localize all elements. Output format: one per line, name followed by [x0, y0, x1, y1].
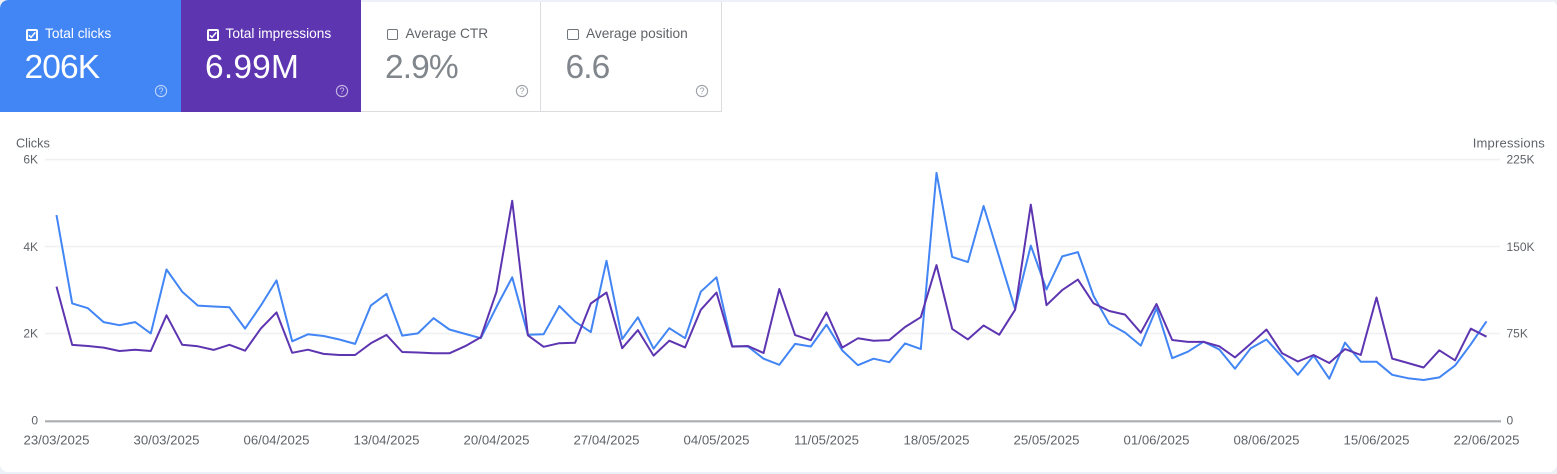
svg-text:04/05/2025: 04/05/2025: [683, 433, 749, 448]
svg-text:20/04/2025: 20/04/2025: [463, 433, 529, 448]
svg-text:6K: 6K: [23, 153, 38, 167]
svg-text:75K: 75K: [1507, 327, 1528, 341]
svg-text:Impressions: Impressions: [1473, 136, 1546, 151]
svg-text:0: 0: [1507, 414, 1514, 428]
svg-text:0: 0: [31, 414, 38, 428]
svg-text:13/04/2025: 13/04/2025: [353, 433, 419, 448]
svg-text:Clicks: Clicks: [16, 137, 50, 151]
svg-text:01/06/2025: 01/06/2025: [1123, 433, 1189, 448]
svg-text:25/05/2025: 25/05/2025: [1013, 433, 1079, 448]
svg-text:?: ?: [158, 86, 163, 96]
svg-text:18/05/2025: 18/05/2025: [903, 433, 969, 448]
svg-text:30/03/2025: 30/03/2025: [133, 433, 199, 448]
svg-text:22/06/2025: 22/06/2025: [1453, 433, 1519, 448]
svg-text:2K: 2K: [23, 327, 38, 341]
svg-text:?: ?: [519, 86, 524, 96]
svg-text:06/04/2025: 06/04/2025: [243, 433, 309, 448]
svg-text:27/04/2025: 27/04/2025: [573, 433, 639, 448]
svg-text:4K: 4K: [23, 240, 38, 254]
svg-text:150K: 150K: [1507, 240, 1535, 254]
svg-text:225K: 225K: [1507, 153, 1535, 167]
svg-text:?: ?: [699, 86, 704, 96]
svg-text:23/03/2025: 23/03/2025: [23, 433, 89, 448]
svg-text:15/06/2025: 15/06/2025: [1343, 433, 1409, 448]
svg-text:11/05/2025: 11/05/2025: [794, 433, 859, 448]
svg-text:08/06/2025: 08/06/2025: [1233, 433, 1299, 448]
svg-text:?: ?: [339, 86, 344, 96]
